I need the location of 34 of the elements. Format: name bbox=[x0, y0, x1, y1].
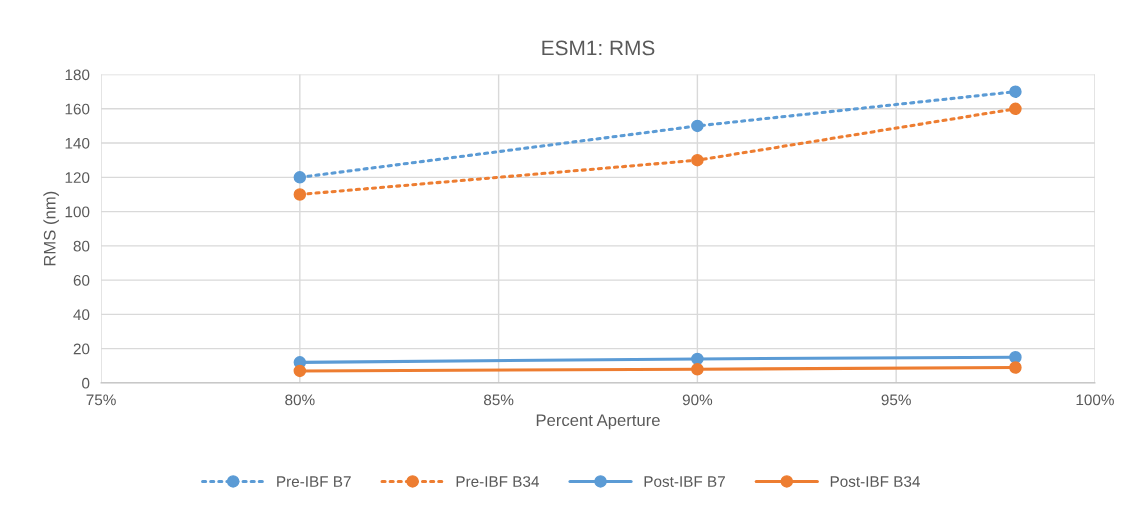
y-tick-label: 60 bbox=[73, 275, 90, 286]
y-tick-label: 40 bbox=[73, 309, 90, 321]
y-tick-label: 180 bbox=[65, 69, 90, 81]
x-tick-label: 85% bbox=[483, 394, 514, 406]
y-tick-label: 0 bbox=[82, 377, 90, 389]
point bbox=[691, 352, 704, 366]
legend-label: Post-IBF B34 bbox=[830, 476, 920, 487]
legend-label: Pre-IBF B34 bbox=[456, 476, 539, 487]
point bbox=[293, 364, 307, 378]
legend-label: Pre-IBF B7 bbox=[277, 476, 351, 487]
y-tick-label: 120 bbox=[65, 172, 90, 184]
y-tick-label: 100 bbox=[65, 206, 90, 218]
y-axis-title: RMS (nm) bbox=[43, 191, 59, 266]
x-axis-title: Percent Aperture bbox=[536, 414, 660, 430]
chart-title: ESM1: RMS bbox=[542, 40, 655, 56]
point bbox=[1009, 85, 1022, 98]
x-tick-label: 95% bbox=[881, 394, 911, 406]
x-tick-label: 75% bbox=[86, 394, 116, 406]
point bbox=[691, 153, 704, 167]
x-tick-label: 90% bbox=[682, 394, 713, 406]
point bbox=[691, 362, 704, 376]
point bbox=[1009, 361, 1022, 374]
point bbox=[691, 119, 704, 133]
point bbox=[293, 188, 307, 201]
point bbox=[1009, 350, 1022, 364]
y-tick-label: 80 bbox=[73, 240, 90, 252]
x-tick-label: 100% bbox=[1076, 394, 1114, 406]
x-tick-label: 80% bbox=[285, 394, 315, 406]
legend-label: Post-IBF B7 bbox=[644, 476, 725, 487]
point bbox=[1009, 102, 1022, 116]
y-tick-label: 20 bbox=[73, 343, 90, 355]
y-tick-label: 140 bbox=[65, 137, 90, 149]
point bbox=[293, 171, 307, 184]
y-tick-label: 160 bbox=[65, 103, 90, 115]
